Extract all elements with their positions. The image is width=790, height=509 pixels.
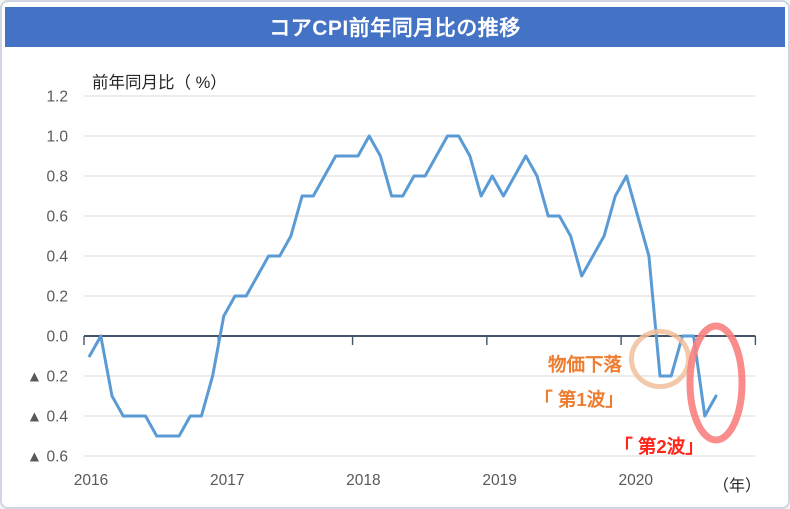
- y-tick-label: 0.0: [46, 329, 68, 346]
- wave1-annotation: 「 第1波」: [534, 389, 623, 410]
- x-axis-unit-label: （年）: [713, 477, 761, 495]
- x-tick-label: 2017: [210, 472, 244, 489]
- y-axis-labels: 1.2 1.0 0.8 0.6 0.4 0.2 0.0 ▲ 0.2 ▲ 0.4 ▲ 0.6: [27, 89, 69, 466]
- wave1-highlight-circle: [629, 329, 691, 389]
- y-tick-label: ▲ 0.2: [27, 369, 68, 386]
- x-tick-label: 2016: [74, 472, 108, 489]
- y-tick-label: ▲ 0.4: [27, 409, 69, 426]
- chart-title-bar: コアCPI前年同月比の推移: [5, 7, 785, 47]
- y-tick-label: 0.4: [46, 249, 68, 266]
- y-tick-label: 0.8: [46, 169, 68, 186]
- x-tick-label: 2019: [482, 472, 516, 489]
- wave2-highlight-circle: [686, 322, 746, 444]
- y-tick-label: ▲ 0.6: [27, 449, 68, 466]
- x-tick-label: 2020: [619, 472, 654, 489]
- y-tick-label: 0.2: [46, 289, 68, 306]
- chart-title: コアCPI前年同月比の推移: [269, 17, 521, 40]
- y-tick-label: 1.0: [46, 129, 68, 146]
- y-axis-title: 前年同月比（ %）: [92, 73, 227, 92]
- gridlines: [84, 95, 756, 457]
- price-decline-annotation: 物価下落: [548, 354, 623, 375]
- wave2-annotation: 「 第2波」: [614, 436, 703, 457]
- y-tick-label: 1.2: [46, 89, 68, 106]
- cpi-series-line: [88, 134, 718, 438]
- x-tick-label: 2018: [346, 472, 380, 489]
- y-tick-label: 0.6: [46, 209, 68, 226]
- x-axis: 2016 2017 2018 2019 2020: [74, 336, 757, 489]
